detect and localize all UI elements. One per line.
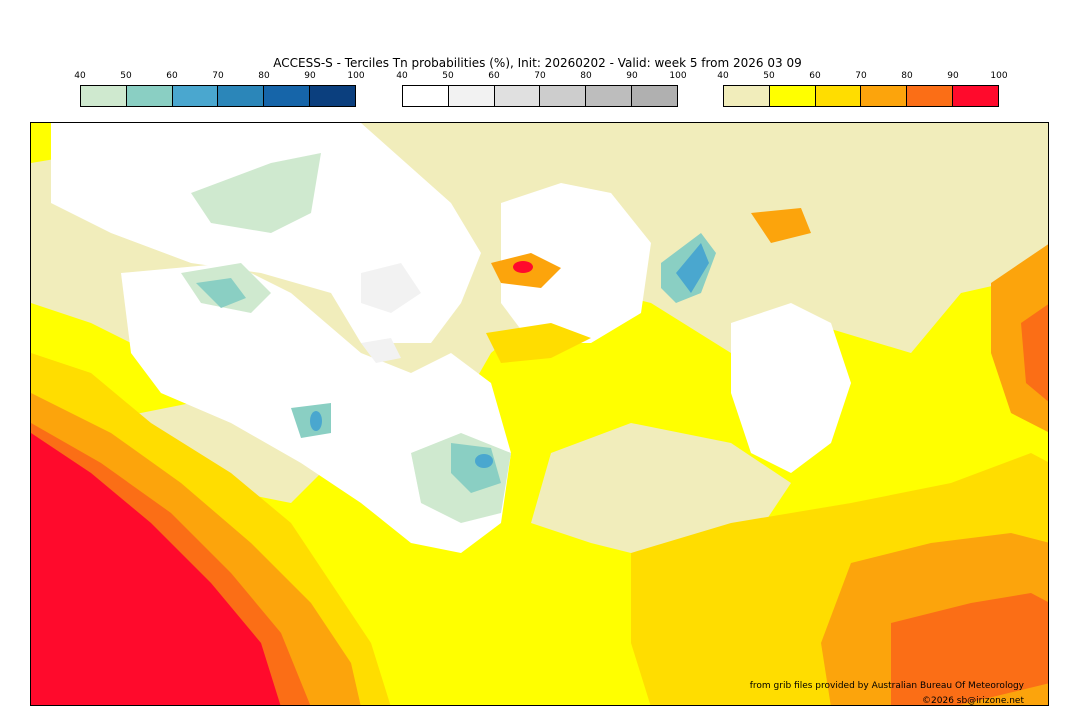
field-below-60 [310, 411, 322, 431]
legend-swatch [586, 86, 633, 106]
tick-label: 40 [74, 71, 86, 81]
tick-label: 90 [947, 71, 959, 81]
legend-swatch [126, 86, 173, 106]
legend-below-normal: 40 50 60 70 80 90 100 [74, 71, 365, 107]
legend-swatch [861, 86, 908, 106]
field-above-60 [486, 323, 591, 363]
tick-label: 100 [990, 71, 1008, 81]
legend-color-bar [80, 85, 356, 107]
field-near-normal-40 [501, 183, 651, 343]
legend-swatch [218, 86, 265, 106]
legend-ticks: 40 50 60 70 80 90 100 [396, 71, 686, 85]
legend-ticks: 40 50 60 70 80 90 100 [717, 71, 1007, 85]
probability-map: from grib files provided by Australian B… [30, 122, 1049, 706]
legend-color-bar [402, 85, 678, 107]
source-credit: from grib files provided by Australian B… [750, 681, 1025, 691]
tick-label: 90 [304, 71, 316, 81]
field-near-normal-50 [361, 338, 401, 363]
field-above-80 [891, 593, 1048, 705]
legend-swatch [769, 86, 816, 106]
legend-swatch [494, 86, 541, 106]
field-above-80 [1021, 304, 1048, 402]
tick-label: 100 [669, 71, 687, 81]
legend-swatch [310, 86, 355, 106]
tick-label: 70 [534, 71, 546, 81]
field-above-90 [31, 433, 281, 705]
field-near-normal-50 [361, 263, 421, 313]
legend-swatch [403, 86, 449, 106]
map-title: ACCESS-S - Terciles Tn probabilities (%)… [273, 56, 802, 70]
tick-label: 50 [120, 71, 132, 81]
legend-swatch [907, 86, 954, 106]
tick-label: 60 [488, 71, 500, 81]
legend-swatch [264, 86, 311, 106]
legend-above-normal: 40 50 60 70 80 90 100 [717, 71, 1008, 107]
field-below-40 [191, 153, 321, 233]
legend-swatch [815, 86, 862, 106]
legend-swatch [632, 86, 677, 106]
field-below-60 [676, 243, 709, 293]
tick-label: 90 [626, 71, 638, 81]
legend-swatch [81, 86, 127, 106]
tick-label: 50 [442, 71, 454, 81]
tick-label: 50 [763, 71, 775, 81]
map-field: from grib files provided by Australian B… [31, 123, 1048, 706]
tick-label: 80 [901, 71, 913, 81]
tick-label: 60 [166, 71, 178, 81]
legend-swatch [448, 86, 495, 106]
legend-ticks: 40 50 60 70 80 90 100 [74, 71, 364, 85]
tick-label: 100 [347, 71, 365, 81]
tick-label: 40 [717, 71, 729, 81]
legend-near-normal: 40 50 60 70 80 90 100 [396, 71, 687, 107]
field-above-70 [751, 208, 811, 243]
field-near-normal-40 [731, 303, 851, 473]
legend-swatch [540, 86, 587, 106]
tick-label: 60 [809, 71, 821, 81]
legend-swatch [724, 86, 770, 106]
tick-label: 70 [212, 71, 224, 81]
legend-color-bar [723, 85, 999, 107]
tick-label: 40 [396, 71, 408, 81]
tick-label: 70 [855, 71, 867, 81]
legend-swatch [172, 86, 219, 106]
field-above-90 [513, 261, 533, 273]
tick-label: 80 [580, 71, 592, 81]
tick-label: 80 [258, 71, 270, 81]
legend-swatch [953, 86, 998, 106]
copyright-credit: ©2026 sb@irizone.net [922, 696, 1024, 706]
field-below-50 [196, 278, 246, 308]
field-below-60 [475, 454, 493, 468]
